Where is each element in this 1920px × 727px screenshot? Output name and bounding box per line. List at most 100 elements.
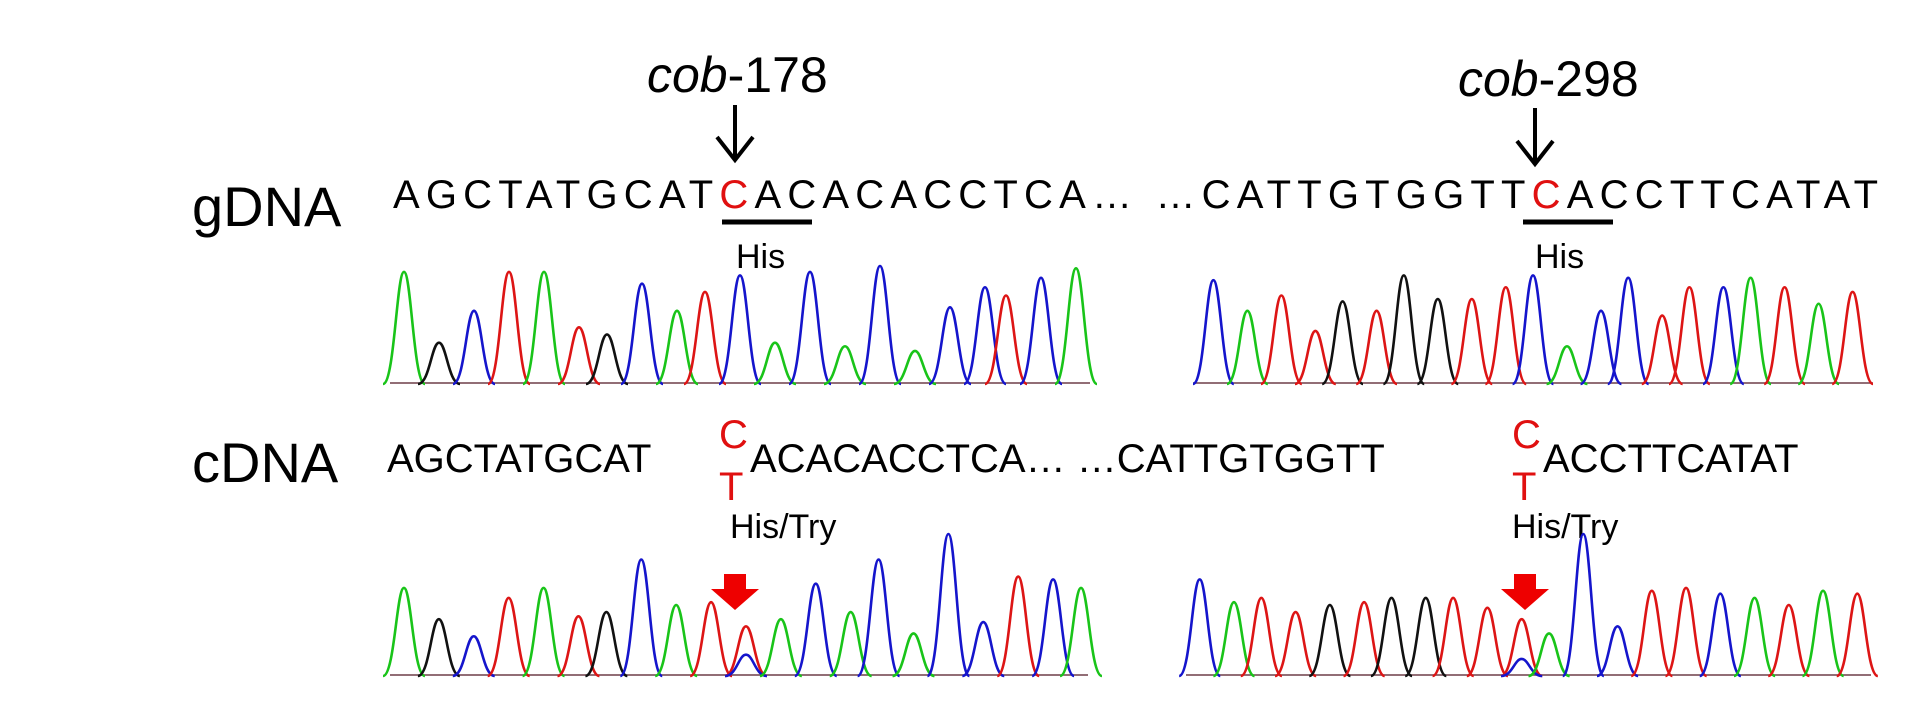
peak-g [417, 617, 461, 678]
mixed-peak-arrow [711, 574, 759, 610]
sequence-after-site: ACCTTCATAT [1567, 173, 1878, 217]
row-label-gdna: gDNA [192, 175, 342, 238]
peak-t [487, 596, 531, 678]
peak-c [1579, 309, 1623, 386]
peak-t [557, 326, 601, 386]
peak-t [1830, 290, 1875, 386]
peak-g [1370, 596, 1413, 678]
edited-base: C [1532, 173, 1561, 217]
edited-base: C [719, 173, 748, 217]
peak-t [1836, 592, 1879, 678]
peak-c [1177, 578, 1222, 678]
chromatogram-gdna-left [381, 264, 1099, 386]
row-label-cdna: cDNA [192, 431, 339, 494]
peak-t [1274, 610, 1317, 678]
peak-a [1212, 600, 1256, 678]
chromatogram-gdna-right [1191, 274, 1875, 386]
peak-c [1561, 532, 1606, 678]
peak-c [1596, 625, 1639, 678]
peak-c [928, 306, 972, 386]
peak-t [1630, 589, 1674, 678]
peak-c [961, 620, 1005, 678]
peak-a [892, 632, 935, 678]
peak-t [1500, 617, 1543, 678]
peak-a [382, 586, 426, 678]
peak-t [1240, 596, 1283, 678]
edited-base-t: T [1512, 465, 1536, 509]
peak-a [1801, 589, 1845, 678]
peak-t [724, 625, 768, 678]
peak-a [521, 270, 567, 386]
peak-g [1382, 274, 1426, 386]
peak-c [1030, 578, 1076, 678]
peak-a [655, 309, 699, 386]
peak-c [1701, 285, 1746, 386]
peak-a [1059, 586, 1103, 678]
peak-t [995, 575, 1041, 678]
peak-c [926, 532, 971, 678]
peak-c [1699, 592, 1742, 678]
sequence-before-site: CATTGTGGTT [1117, 437, 1385, 481]
peak-c [787, 270, 833, 386]
peak-c [724, 653, 768, 678]
peak-t [1664, 586, 1708, 678]
peak-t [984, 294, 1028, 386]
peak-g [1404, 596, 1448, 678]
peak-a [1226, 309, 1269, 386]
peak-g [1416, 297, 1459, 386]
peak-a [381, 270, 427, 386]
peak-t [1342, 600, 1386, 678]
peak-c [1018, 276, 1064, 386]
peak-t [1431, 596, 1475, 678]
sequence-before-site: AGCTATGCAT [393, 173, 713, 217]
peak-t [1355, 309, 1398, 386]
peak-t [1466, 606, 1509, 678]
peak-c [717, 274, 763, 386]
peak-t [556, 615, 601, 678]
codon-label: His [736, 238, 785, 276]
peak-t [1762, 285, 1807, 386]
sequence-gap-ellipsis: … … [1026, 437, 1117, 481]
edit-site-down-arrow [715, 105, 755, 164]
peak-a [753, 341, 797, 386]
peak-a [893, 349, 937, 386]
peak-g [584, 610, 628, 678]
peak-a [1728, 276, 1773, 386]
peak-c [452, 634, 496, 678]
peak-g [1308, 603, 1352, 678]
mixed-peak-arrow [1501, 574, 1549, 610]
sequence-after-site: ACCTTCATAT [1543, 437, 1799, 481]
peak-c [1606, 276, 1650, 386]
peak-c [856, 558, 901, 678]
peak-c [962, 285, 1008, 386]
edited-base-c: C [1512, 413, 1541, 457]
site-prefix: cob [647, 47, 728, 103]
peak-a [823, 344, 867, 386]
peak-c [452, 309, 496, 386]
peak-a [1546, 344, 1588, 386]
sequence-before-site: AGCTATGCAT [387, 437, 651, 481]
sequence-gap-ellipsis: … … [1092, 173, 1195, 217]
sequence-after-site: ACACACCTCA [754, 173, 1086, 217]
peak-g [585, 333, 629, 386]
peak-t [1641, 314, 1684, 386]
peak-a [521, 586, 566, 678]
peak-t [1294, 329, 1337, 386]
peak-a [1527, 632, 1571, 678]
cdna-sequence-middle: ACACACCTCA… …CATTGTGGTT [750, 437, 1385, 481]
cdna-sequence-left: AGCTATGCAT [387, 437, 651, 481]
site-prefix: cob [1458, 51, 1539, 107]
peak-t [1450, 297, 1493, 386]
site-label-cob-298: cob-298 [1458, 51, 1639, 107]
peak-t [1667, 285, 1712, 386]
codon-label: His/Try [730, 508, 836, 546]
peak-g [417, 341, 461, 386]
peak-t [689, 600, 733, 678]
peak-t [486, 270, 532, 386]
peak-c [619, 558, 664, 678]
chromatogram-cdna-right [1177, 532, 1879, 678]
peak-a [1797, 302, 1840, 386]
codon-label: His/Try [1512, 508, 1618, 546]
cdna-sequence-right: ACCTTCATAT [1543, 437, 1799, 481]
